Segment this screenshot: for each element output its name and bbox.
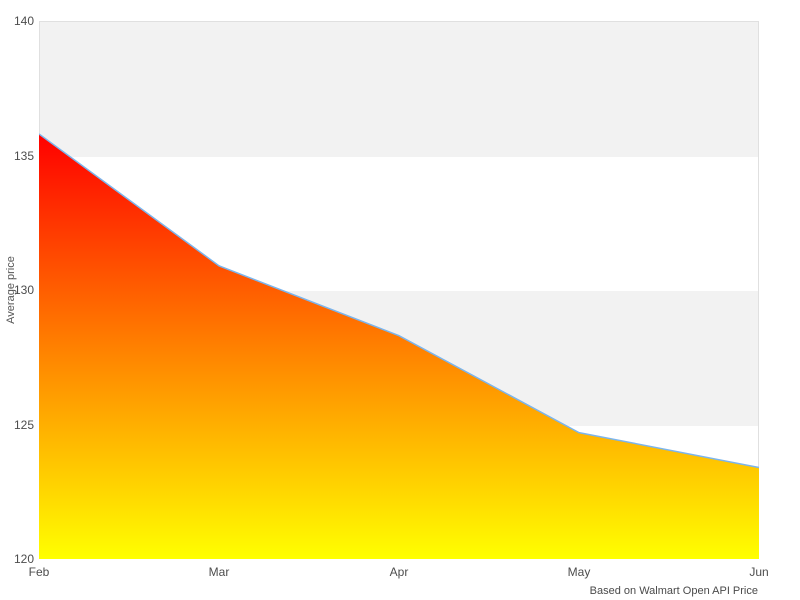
x-axis-tick-label: Mar [208,565,230,579]
y-axis-tick-label: 140 [13,14,34,28]
y-axis-title: Average price [5,256,17,324]
y-axis-tick-label: 130 [13,283,34,297]
y-axis-tick-label: 125 [13,417,34,432]
area-fill [39,134,759,559]
area-series-svg [39,133,759,559]
x-axis-tick-label: Jun [749,565,769,579]
x-axis-tick-label: May [567,565,591,579]
x-axis-tick-label: Feb [28,565,50,579]
series-line [39,133,759,469]
x-axis-tick-label: Apr [389,565,409,579]
y-axis-tick-label: 135 [13,148,34,163]
chart-credits: Based on Walmart Open API Price [589,585,758,597]
alternating-grid-band [40,22,758,157]
y-axis-tick-label: 120 [13,552,34,566]
